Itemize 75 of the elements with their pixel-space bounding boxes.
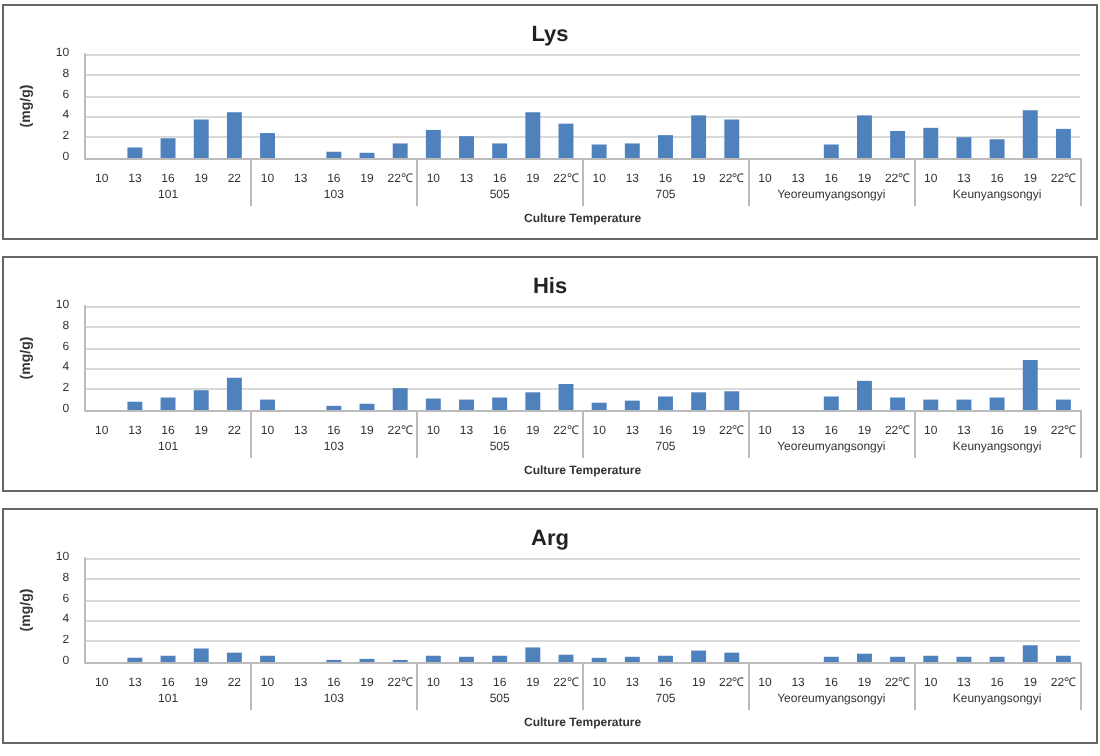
bar bbox=[193, 119, 209, 158]
bar bbox=[591, 402, 607, 410]
bar bbox=[1055, 128, 1071, 158]
bar bbox=[923, 655, 939, 662]
chart-title: His bbox=[532, 275, 568, 299]
bar bbox=[1055, 399, 1071, 410]
bar bbox=[392, 388, 408, 410]
bar bbox=[226, 652, 242, 662]
bar bbox=[226, 112, 242, 158]
bar bbox=[856, 653, 872, 662]
bar bbox=[591, 144, 607, 158]
bar bbox=[890, 130, 906, 158]
bar bbox=[1022, 110, 1038, 158]
bar bbox=[359, 152, 375, 158]
bar bbox=[658, 135, 673, 158]
bar bbox=[558, 384, 574, 410]
bar bbox=[989, 656, 1005, 662]
bar bbox=[691, 650, 707, 662]
bar bbox=[193, 390, 209, 410]
bar bbox=[658, 655, 673, 662]
bar bbox=[226, 377, 242, 410]
bar bbox=[260, 399, 275, 410]
bar bbox=[1022, 645, 1038, 662]
bar bbox=[890, 397, 906, 410]
bar bbox=[724, 119, 740, 158]
bar bbox=[624, 400, 640, 410]
bar bbox=[193, 648, 209, 662]
bar bbox=[392, 143, 408, 158]
bar bbox=[492, 655, 508, 662]
bar bbox=[425, 398, 441, 410]
bar bbox=[326, 151, 342, 158]
bar bbox=[459, 656, 474, 662]
bar bbox=[823, 656, 839, 662]
bar bbox=[724, 391, 740, 410]
bar bbox=[160, 397, 176, 410]
bar bbox=[691, 115, 707, 158]
bar bbox=[558, 654, 574, 662]
bar bbox=[956, 137, 972, 158]
bar bbox=[425, 129, 441, 158]
bar bbox=[724, 652, 740, 662]
bar bbox=[260, 655, 275, 662]
bar bbox=[127, 401, 143, 410]
bar bbox=[989, 397, 1005, 410]
bar bbox=[425, 655, 441, 662]
bar bbox=[956, 399, 972, 410]
bar bbox=[1055, 655, 1071, 662]
bar bbox=[492, 397, 508, 410]
bar bbox=[989, 139, 1005, 158]
bar bbox=[624, 656, 640, 662]
bar bbox=[890, 656, 906, 662]
bar bbox=[459, 399, 474, 410]
bar bbox=[160, 655, 176, 662]
bar bbox=[956, 656, 972, 662]
bar bbox=[525, 647, 541, 662]
bar bbox=[160, 138, 176, 158]
bar bbox=[359, 403, 375, 410]
bar bbox=[260, 133, 275, 158]
chart-title: Lys bbox=[531, 23, 569, 47]
bar bbox=[127, 147, 143, 158]
bar bbox=[1022, 360, 1038, 410]
bar bbox=[691, 392, 707, 410]
bar bbox=[923, 127, 939, 158]
bar bbox=[823, 396, 839, 410]
bar bbox=[856, 380, 872, 410]
bar bbox=[823, 144, 839, 158]
bar bbox=[558, 123, 574, 158]
bar bbox=[658, 396, 673, 410]
chart-title: Arg bbox=[531, 527, 569, 551]
bar bbox=[923, 399, 939, 410]
bar bbox=[856, 115, 872, 158]
bar bbox=[459, 136, 474, 158]
bar bbox=[525, 112, 541, 158]
bar bbox=[624, 143, 640, 158]
bar bbox=[525, 392, 541, 410]
bar bbox=[492, 143, 508, 158]
